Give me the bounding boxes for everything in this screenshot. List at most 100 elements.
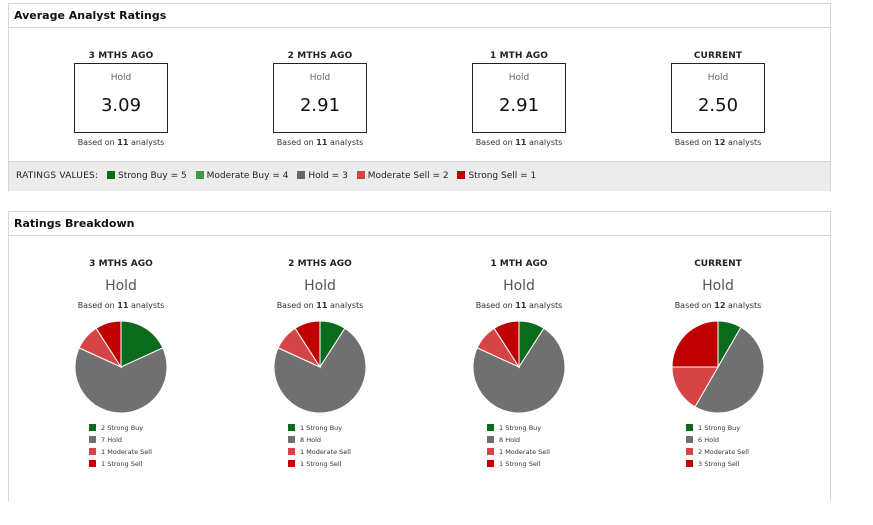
swatch-icon xyxy=(686,448,693,455)
panel-title: Ratings Breakdown xyxy=(9,212,830,236)
swatch-icon xyxy=(89,460,96,467)
period-title: 1 MTH AGO xyxy=(490,259,548,269)
swatch-icon xyxy=(686,460,693,467)
pie-slice-strong-sell xyxy=(294,320,321,369)
ratings-pie-chart xyxy=(74,320,168,414)
legend-item-moderate-sell: 1 Moderate Sell xyxy=(89,448,161,460)
pie-slice-strong-buy xyxy=(120,320,164,368)
breakdown-3-mths-ago: 3 MTHS AGO Hold Based on 11 analysts 2 S… xyxy=(46,236,196,472)
analyst-count-text: Based on 11 analysts xyxy=(77,138,165,147)
legend-item-strong-buy: 2 Strong Buy xyxy=(89,424,161,436)
breakdown-current: CURRENT Hold Based on 12 analysts 1 Stro… xyxy=(643,236,793,472)
pie-slice-hold xyxy=(472,327,566,414)
analyst-count-text: Based on 12 analysts xyxy=(674,138,762,147)
period-title: 3 MTHS AGO xyxy=(89,259,153,269)
consensus-rating: Hold xyxy=(304,278,336,294)
analyst-count-text: Based on 12 analysts xyxy=(674,301,762,310)
average-rating-periods: 3 MTHS AGO Hold 3.09 Based on 11 analyst… xyxy=(9,28,830,162)
consensus-rating: Hold xyxy=(702,278,734,294)
breakdown-1-mth-ago: 1 MTH AGO Hold Based on 11 analysts 1 St… xyxy=(444,236,594,472)
swatch-icon xyxy=(106,171,115,179)
rating-label: Hold xyxy=(309,73,331,83)
swatch-icon xyxy=(457,171,466,179)
rating-value: 2.91 xyxy=(299,95,341,116)
ratings-values-label: RATINGS VALUES: xyxy=(16,171,99,181)
period-title: CURRENT xyxy=(694,259,742,269)
pie-slice-hold xyxy=(694,326,765,414)
legend-item-strong-buy: Strong Buy = 5 xyxy=(106,171,187,181)
period-title: CURRENT xyxy=(693,51,743,61)
legend-item-hold: Hold = 3 xyxy=(297,171,348,181)
pie-legend: 1 Strong Buy 8 Hold 1 Moderate Sell 1 St… xyxy=(479,424,559,472)
legend-item-strong-sell: 3 Strong Sell xyxy=(686,460,758,472)
period-1-mth-ago: 1 MTH AGO Hold 2.91 Based on 11 analysts xyxy=(444,28,594,147)
legend-item-strong-sell: 1 Strong Sell xyxy=(288,460,360,472)
breakdown-2-mths-ago: 2 MTHS AGO Hold Based on 11 analysts 1 S… xyxy=(245,236,395,472)
legend-item-moderate-sell: 1 Moderate Sell xyxy=(487,448,559,460)
ratings-pie-chart xyxy=(273,320,367,414)
rating-value: 2.91 xyxy=(498,95,540,116)
swatch-icon xyxy=(288,448,295,455)
period-title: 2 MTHS AGO xyxy=(287,51,353,61)
swatch-icon xyxy=(487,460,494,467)
swatch-icon xyxy=(288,436,295,443)
legend-item-strong-sell: 1 Strong Sell xyxy=(89,460,161,472)
pie-slice-strong-sell xyxy=(95,320,122,369)
ratings-breakdown-panel: Ratings Breakdown 3 MTHS AGO Hold Based … xyxy=(8,211,831,501)
pie-slice-strong-sell xyxy=(671,320,719,368)
rating-value: 3.09 xyxy=(100,95,142,116)
analyst-count-text: Based on 11 analysts xyxy=(276,138,364,147)
swatch-icon xyxy=(686,424,693,431)
legend-item-hold: 8 Hold xyxy=(288,436,360,448)
rating-box: Hold 2.50 xyxy=(671,63,765,133)
legend-item-strong-sell: Strong Sell = 1 xyxy=(457,171,536,181)
legend-item-moderate-sell: 1 Moderate Sell xyxy=(288,448,360,460)
legend-item-strong-buy: 1 Strong Buy xyxy=(288,424,360,436)
average-analyst-ratings-panel: Average Analyst Ratings 3 MTHS AGO Hold … xyxy=(8,3,831,191)
period-2-mths-ago: 2 MTHS AGO Hold 2.91 Based on 11 analyst… xyxy=(245,28,395,147)
pie-slice-hold xyxy=(273,327,367,414)
rating-box: Hold 2.91 xyxy=(472,63,566,133)
swatch-icon xyxy=(89,436,96,443)
pie-slice-moderate-sell xyxy=(671,366,719,408)
legend-item-moderate-buy: Moderate Buy = 4 xyxy=(195,171,288,181)
consensus-rating: Hold xyxy=(503,278,535,294)
swatch-icon xyxy=(297,171,306,179)
swatch-icon xyxy=(356,171,365,179)
ratings-pie-chart xyxy=(472,320,566,414)
analyst-count-text: Based on 11 analysts xyxy=(276,301,364,310)
swatch-icon xyxy=(288,424,295,431)
pie-slice-hold xyxy=(74,347,168,414)
legend-item-hold: 6 Hold xyxy=(686,436,758,448)
rating-box: Hold 3.09 xyxy=(74,63,168,133)
legend-item-strong-sell: 1 Strong Sell xyxy=(487,460,559,472)
rating-value: 2.50 xyxy=(697,95,739,116)
period-3-mths-ago: 3 MTHS AGO Hold 3.09 Based on 11 analyst… xyxy=(46,28,196,147)
swatch-icon xyxy=(195,171,204,179)
legend-item-moderate-sell: 2 Moderate Sell xyxy=(686,448,758,460)
period-title: 1 MTH AGO xyxy=(489,51,549,61)
panel-title: Average Analyst Ratings xyxy=(9,4,830,28)
swatch-icon xyxy=(487,448,494,455)
swatch-icon xyxy=(686,436,693,443)
swatch-icon xyxy=(89,424,96,431)
analyst-count-text: Based on 11 analysts xyxy=(475,301,563,310)
legend-item-hold: 7 Hold xyxy=(89,436,161,448)
analyst-count-text: Based on 11 analysts xyxy=(475,138,563,147)
swatch-icon xyxy=(89,448,96,455)
legend-item-strong-buy: 1 Strong Buy xyxy=(686,424,758,436)
ratings-pie-chart xyxy=(671,320,765,414)
rating-box: Hold 2.91 xyxy=(273,63,367,133)
rating-label: Hold xyxy=(110,73,132,83)
rating-label: Hold xyxy=(508,73,530,83)
period-title: 3 MTHS AGO xyxy=(88,51,154,61)
pie-slice-strong-sell xyxy=(493,320,520,369)
legend-item-moderate-sell: Moderate Sell = 2 xyxy=(356,171,449,181)
period-title: 2 MTHS AGO xyxy=(288,259,352,269)
rating-label: Hold xyxy=(707,73,729,83)
legend-item-strong-buy: 1 Strong Buy xyxy=(487,424,559,436)
pie-legend: 2 Strong Buy 7 Hold 1 Moderate Sell 1 St… xyxy=(81,424,161,472)
period-current: CURRENT Hold 2.50 Based on 12 analysts xyxy=(643,28,793,147)
swatch-icon xyxy=(487,436,494,443)
ratings-values-legend: RATINGS VALUES: Strong Buy = 5 Moderate … xyxy=(9,161,830,191)
